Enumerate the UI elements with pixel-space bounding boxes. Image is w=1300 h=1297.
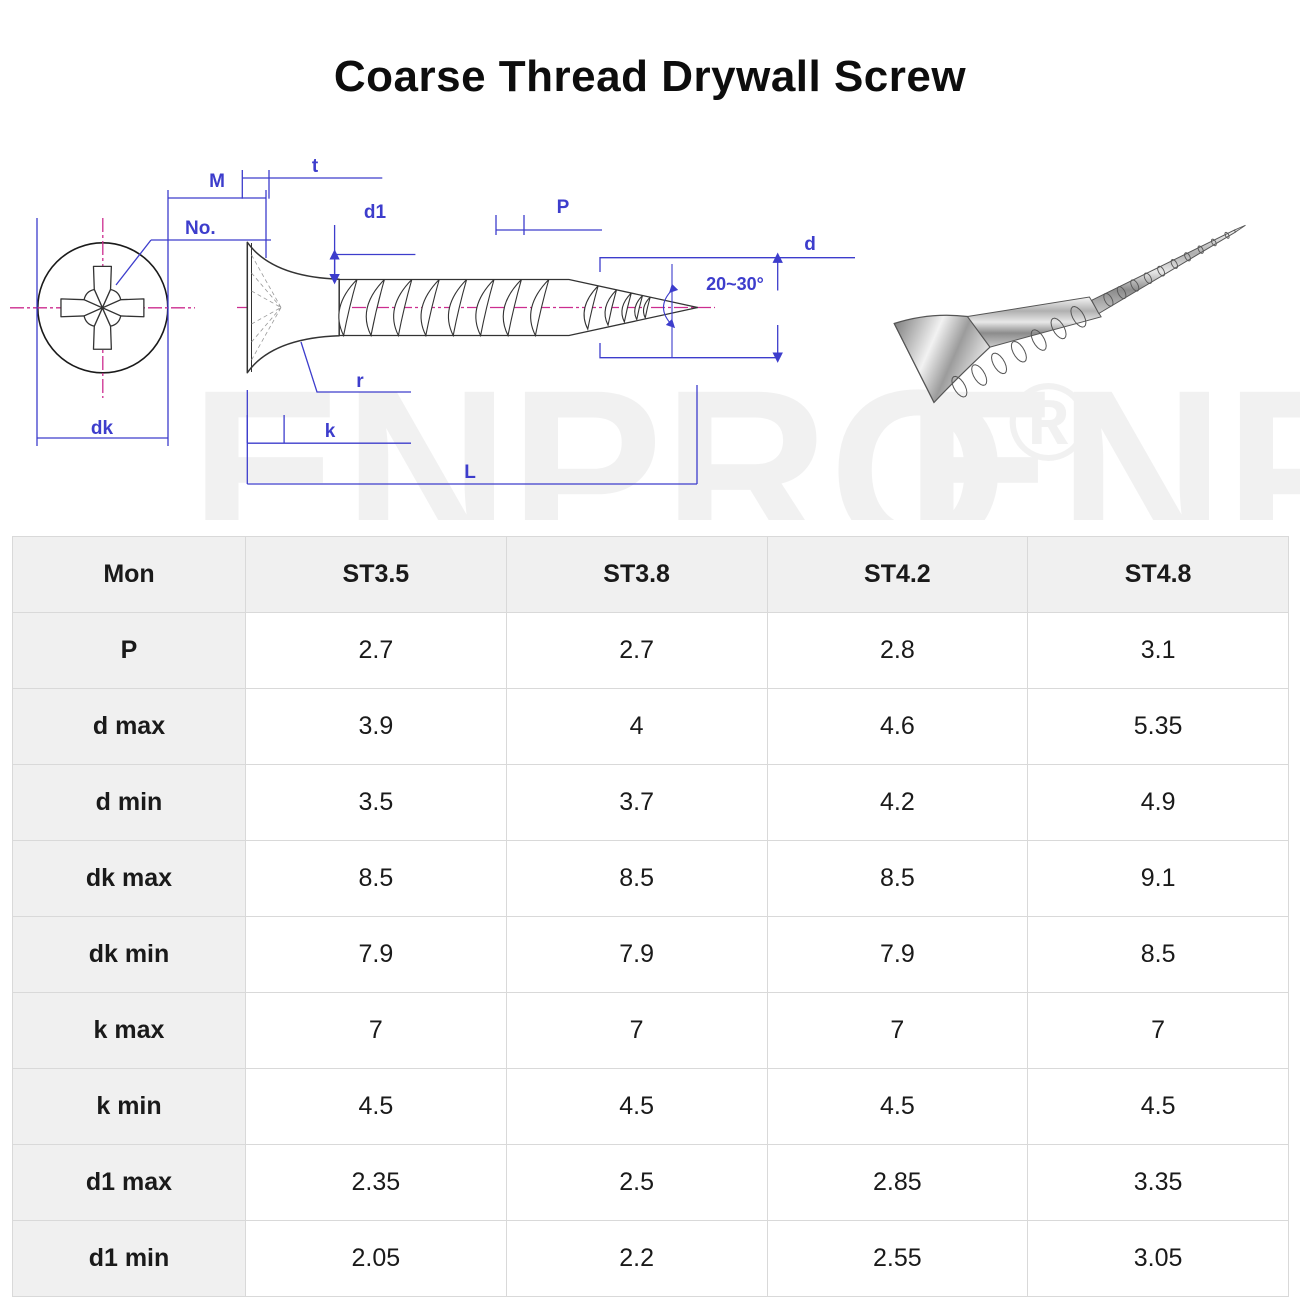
- svg-text:No.: No.: [185, 218, 216, 239]
- svg-text:t: t: [312, 156, 319, 177]
- svg-text:L: L: [464, 462, 476, 483]
- svg-text:M: M: [209, 171, 225, 192]
- svg-text:dk: dk: [91, 418, 114, 439]
- svg-text:20~30°: 20~30°: [706, 274, 764, 294]
- svg-text:k: k: [325, 421, 336, 442]
- svg-text:P: P: [557, 197, 570, 218]
- svg-text:r: r: [356, 371, 364, 392]
- svg-text:d: d: [804, 234, 816, 255]
- svg-text:d1: d1: [364, 202, 387, 223]
